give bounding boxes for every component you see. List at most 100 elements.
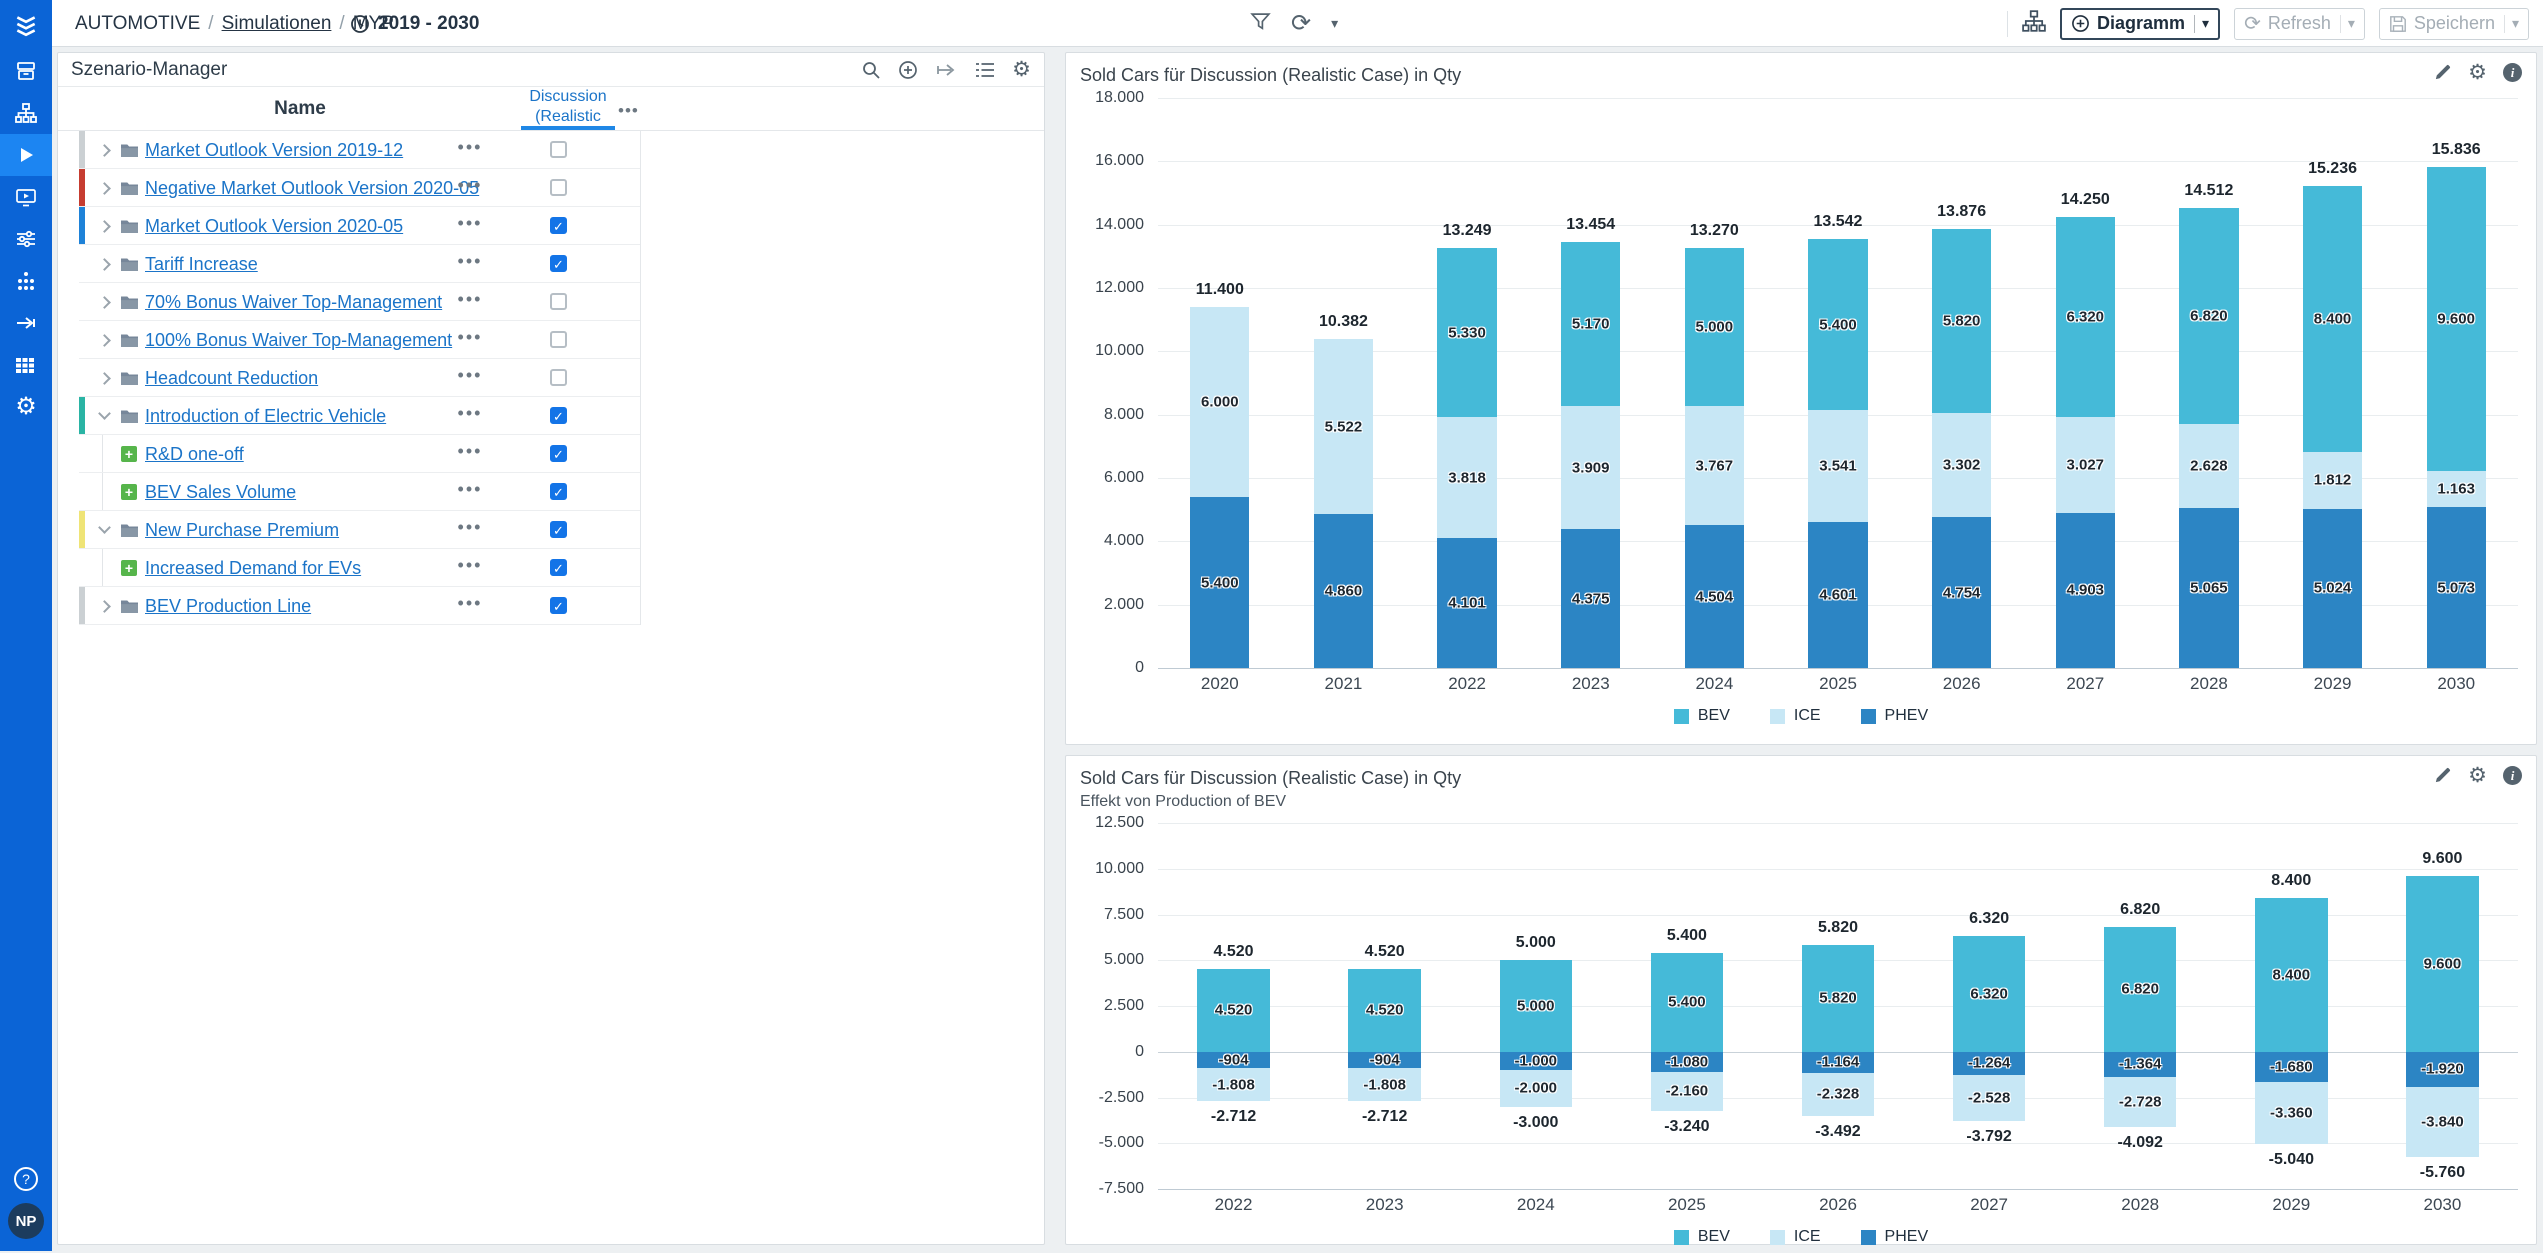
bar-segment-phev[interactable]: -1.080 (1651, 1052, 1724, 1072)
chevron-right-icon[interactable] (98, 296, 111, 309)
scenario-link[interactable]: Introduction of Electric Vehicle (145, 406, 386, 427)
scenario-checkbox[interactable] (550, 331, 567, 348)
bar-segment-phev[interactable]: 4.754 (1932, 517, 1991, 668)
bar-segment-ice[interactable]: 5.522 (1314, 339, 1373, 514)
panel-settings-button[interactable]: ⚙ (1012, 59, 1031, 80)
bar-segment-bev[interactable]: 6.820 (2104, 927, 2177, 1052)
row-menu-button[interactable]: ••• (447, 289, 493, 310)
add-scenario-button[interactable] (898, 60, 918, 80)
search-button[interactable] (861, 60, 881, 80)
bar-segment-bev[interactable]: 5.170 (1561, 242, 1620, 406)
row-menu-button[interactable]: ••• (447, 175, 493, 196)
sidebar-item-presentations[interactable] (0, 176, 52, 218)
bar-segment-bev[interactable]: 5.400 (1651, 953, 1724, 1052)
scenario-link[interactable]: Market Outlook Version 2019-12 (145, 140, 403, 161)
bar-segment-ice[interactable]: -2.528 (1953, 1075, 2026, 1121)
scenario-link[interactable]: R&D one-off (145, 444, 244, 465)
bar-segment-bev[interactable]: 5.000 (1500, 960, 1573, 1052)
row-menu-button[interactable]: ••• (447, 251, 493, 272)
row-menu-button[interactable]: ••• (447, 555, 493, 576)
bar-segment-phev[interactable]: 5.024 (2303, 509, 2362, 668)
chevron-down-icon[interactable]: ▾ (2348, 15, 2355, 32)
scenario-checkbox[interactable]: ✓ (550, 217, 567, 234)
scenario-link[interactable]: Increased Demand for EVs (145, 558, 361, 579)
bar-segment-bev[interactable]: 5.330 (1437, 248, 1496, 417)
legend-item-bev[interactable]: BEV (1674, 1228, 1730, 1246)
user-avatar[interactable]: NP (8, 1203, 44, 1239)
row-menu-button[interactable]: ••• (447, 137, 493, 158)
help-button[interactable]: ? (14, 1167, 38, 1191)
sidebar-item-assumptions[interactable] (0, 218, 52, 260)
bar-segment-ice[interactable]: 3.541 (1808, 410, 1867, 522)
bar-segment-phev[interactable]: 4.101 (1437, 538, 1496, 668)
bar-segment-phev[interactable]: 4.504 (1685, 525, 1744, 668)
bar-segment-bev[interactable]: 9.600 (2427, 167, 2486, 471)
bar-segment-phev[interactable]: 4.375 (1561, 529, 1620, 668)
column-header-scenario[interactable]: Discussion (Realistic (521, 87, 615, 130)
legend-item-ice[interactable]: ICE (1770, 707, 1821, 725)
chart-settings-button[interactable]: ⚙ (2468, 62, 2487, 83)
bar-segment-ice[interactable]: -2.728 (2104, 1077, 2177, 1127)
bar-segment-phev[interactable]: -1.164 (1802, 1052, 1875, 1073)
app-logo-icon[interactable] (0, 0, 52, 50)
bar-segment-ice[interactable]: 6.000 (1190, 307, 1249, 497)
bar-segment-phev[interactable]: 4.860 (1314, 514, 1373, 668)
sidebar-item-model[interactable] (0, 92, 52, 134)
legend-item-phev[interactable]: PHEV (1861, 1228, 1929, 1246)
bar-segment-bev[interactable]: 5.820 (1802, 945, 1875, 1052)
chevron-down-icon[interactable] (98, 521, 111, 534)
bar-segment-phev[interactable]: 5.065 (2179, 508, 2238, 668)
bar-segment-ice[interactable]: 2.628 (2179, 424, 2238, 507)
row-menu-button[interactable]: ••• (447, 403, 493, 424)
row-menu-button[interactable]: ••• (447, 365, 493, 386)
legend-item-phev[interactable]: PHEV (1861, 707, 1929, 725)
bar-segment-ice[interactable]: -2.328 (1802, 1073, 1875, 1116)
chevron-right-icon[interactable] (98, 372, 111, 385)
scenario-checkbox[interactable]: ✓ (550, 445, 567, 462)
bar-segment-bev[interactable]: 5.400 (1808, 239, 1867, 410)
row-menu-button[interactable]: ••• (447, 479, 493, 500)
date-range[interactable]: 2019 - 2030 (350, 0, 479, 47)
row-menu-button[interactable]: ••• (447, 213, 493, 234)
breadcrumb-root[interactable]: AUTOMOTIVE (75, 13, 200, 35)
scenario-checkbox[interactable] (550, 293, 567, 310)
bar-segment-phev[interactable]: -1.000 (1500, 1052, 1573, 1070)
bar-segment-ice[interactable]: -2.160 (1651, 1072, 1724, 1112)
bar-segment-ice[interactable]: 3.027 (2056, 417, 2115, 513)
row-menu-button[interactable]: ••• (447, 441, 493, 462)
bar-segment-bev[interactable]: 8.400 (2255, 898, 2328, 1052)
bar-segment-phev[interactable]: 5.400 (1190, 497, 1249, 668)
chevron-right-icon[interactable] (98, 144, 111, 157)
scenario-link[interactable]: Tariff Increase (145, 254, 258, 275)
bar-segment-bev[interactable]: 6.320 (2056, 217, 2115, 417)
scenario-checkbox[interactable] (550, 141, 567, 158)
sidebar-item-archive[interactable] (0, 50, 52, 92)
chart-settings-button[interactable]: ⚙ (2468, 765, 2487, 786)
bar-segment-ice[interactable]: 3.767 (1685, 406, 1744, 525)
bar-segment-phev[interactable]: -904 (1197, 1052, 1270, 1069)
chevron-right-icon[interactable] (98, 600, 111, 613)
sidebar-item-export[interactable] (0, 302, 52, 344)
bar-segment-bev[interactable]: 5.000 (1685, 248, 1744, 406)
bar-segment-bev[interactable]: 6.820 (2179, 208, 2238, 424)
bar-segment-bev[interactable]: 8.400 (2303, 186, 2362, 452)
bar-segment-bev[interactable]: 9.600 (2406, 876, 2479, 1052)
save-button[interactable]: Speichern ▾ (2379, 8, 2529, 40)
scenario-checkbox[interactable]: ✓ (550, 407, 567, 424)
scenario-link[interactable]: New Purchase Premium (145, 520, 339, 541)
bar-segment-phev[interactable]: 4.601 (1808, 522, 1867, 668)
sidebar-item-drivertree[interactable] (0, 260, 52, 302)
bar-segment-ice[interactable]: -1.808 (1197, 1068, 1270, 1101)
scenario-link[interactable]: BEV Production Line (145, 596, 311, 617)
bar-segment-ice[interactable]: -3.360 (2255, 1082, 2328, 1143)
bar-segment-ice[interactable]: -3.840 (2406, 1087, 2479, 1157)
list-view-button[interactable] (975, 61, 995, 79)
bar-segment-phev[interactable]: -1.264 (1953, 1052, 2026, 1075)
sidebar-item-settings[interactable]: ⚙ (0, 386, 52, 428)
column-menu-button[interactable]: ••• (618, 101, 639, 121)
bar-segment-ice[interactable]: 1.812 (2303, 452, 2362, 509)
bar-segment-bev[interactable]: 4.520 (1348, 969, 1421, 1052)
scenario-checkbox[interactable] (550, 369, 567, 386)
chart-info-button[interactable]: i (2503, 63, 2522, 82)
scenario-checkbox[interactable] (550, 179, 567, 196)
